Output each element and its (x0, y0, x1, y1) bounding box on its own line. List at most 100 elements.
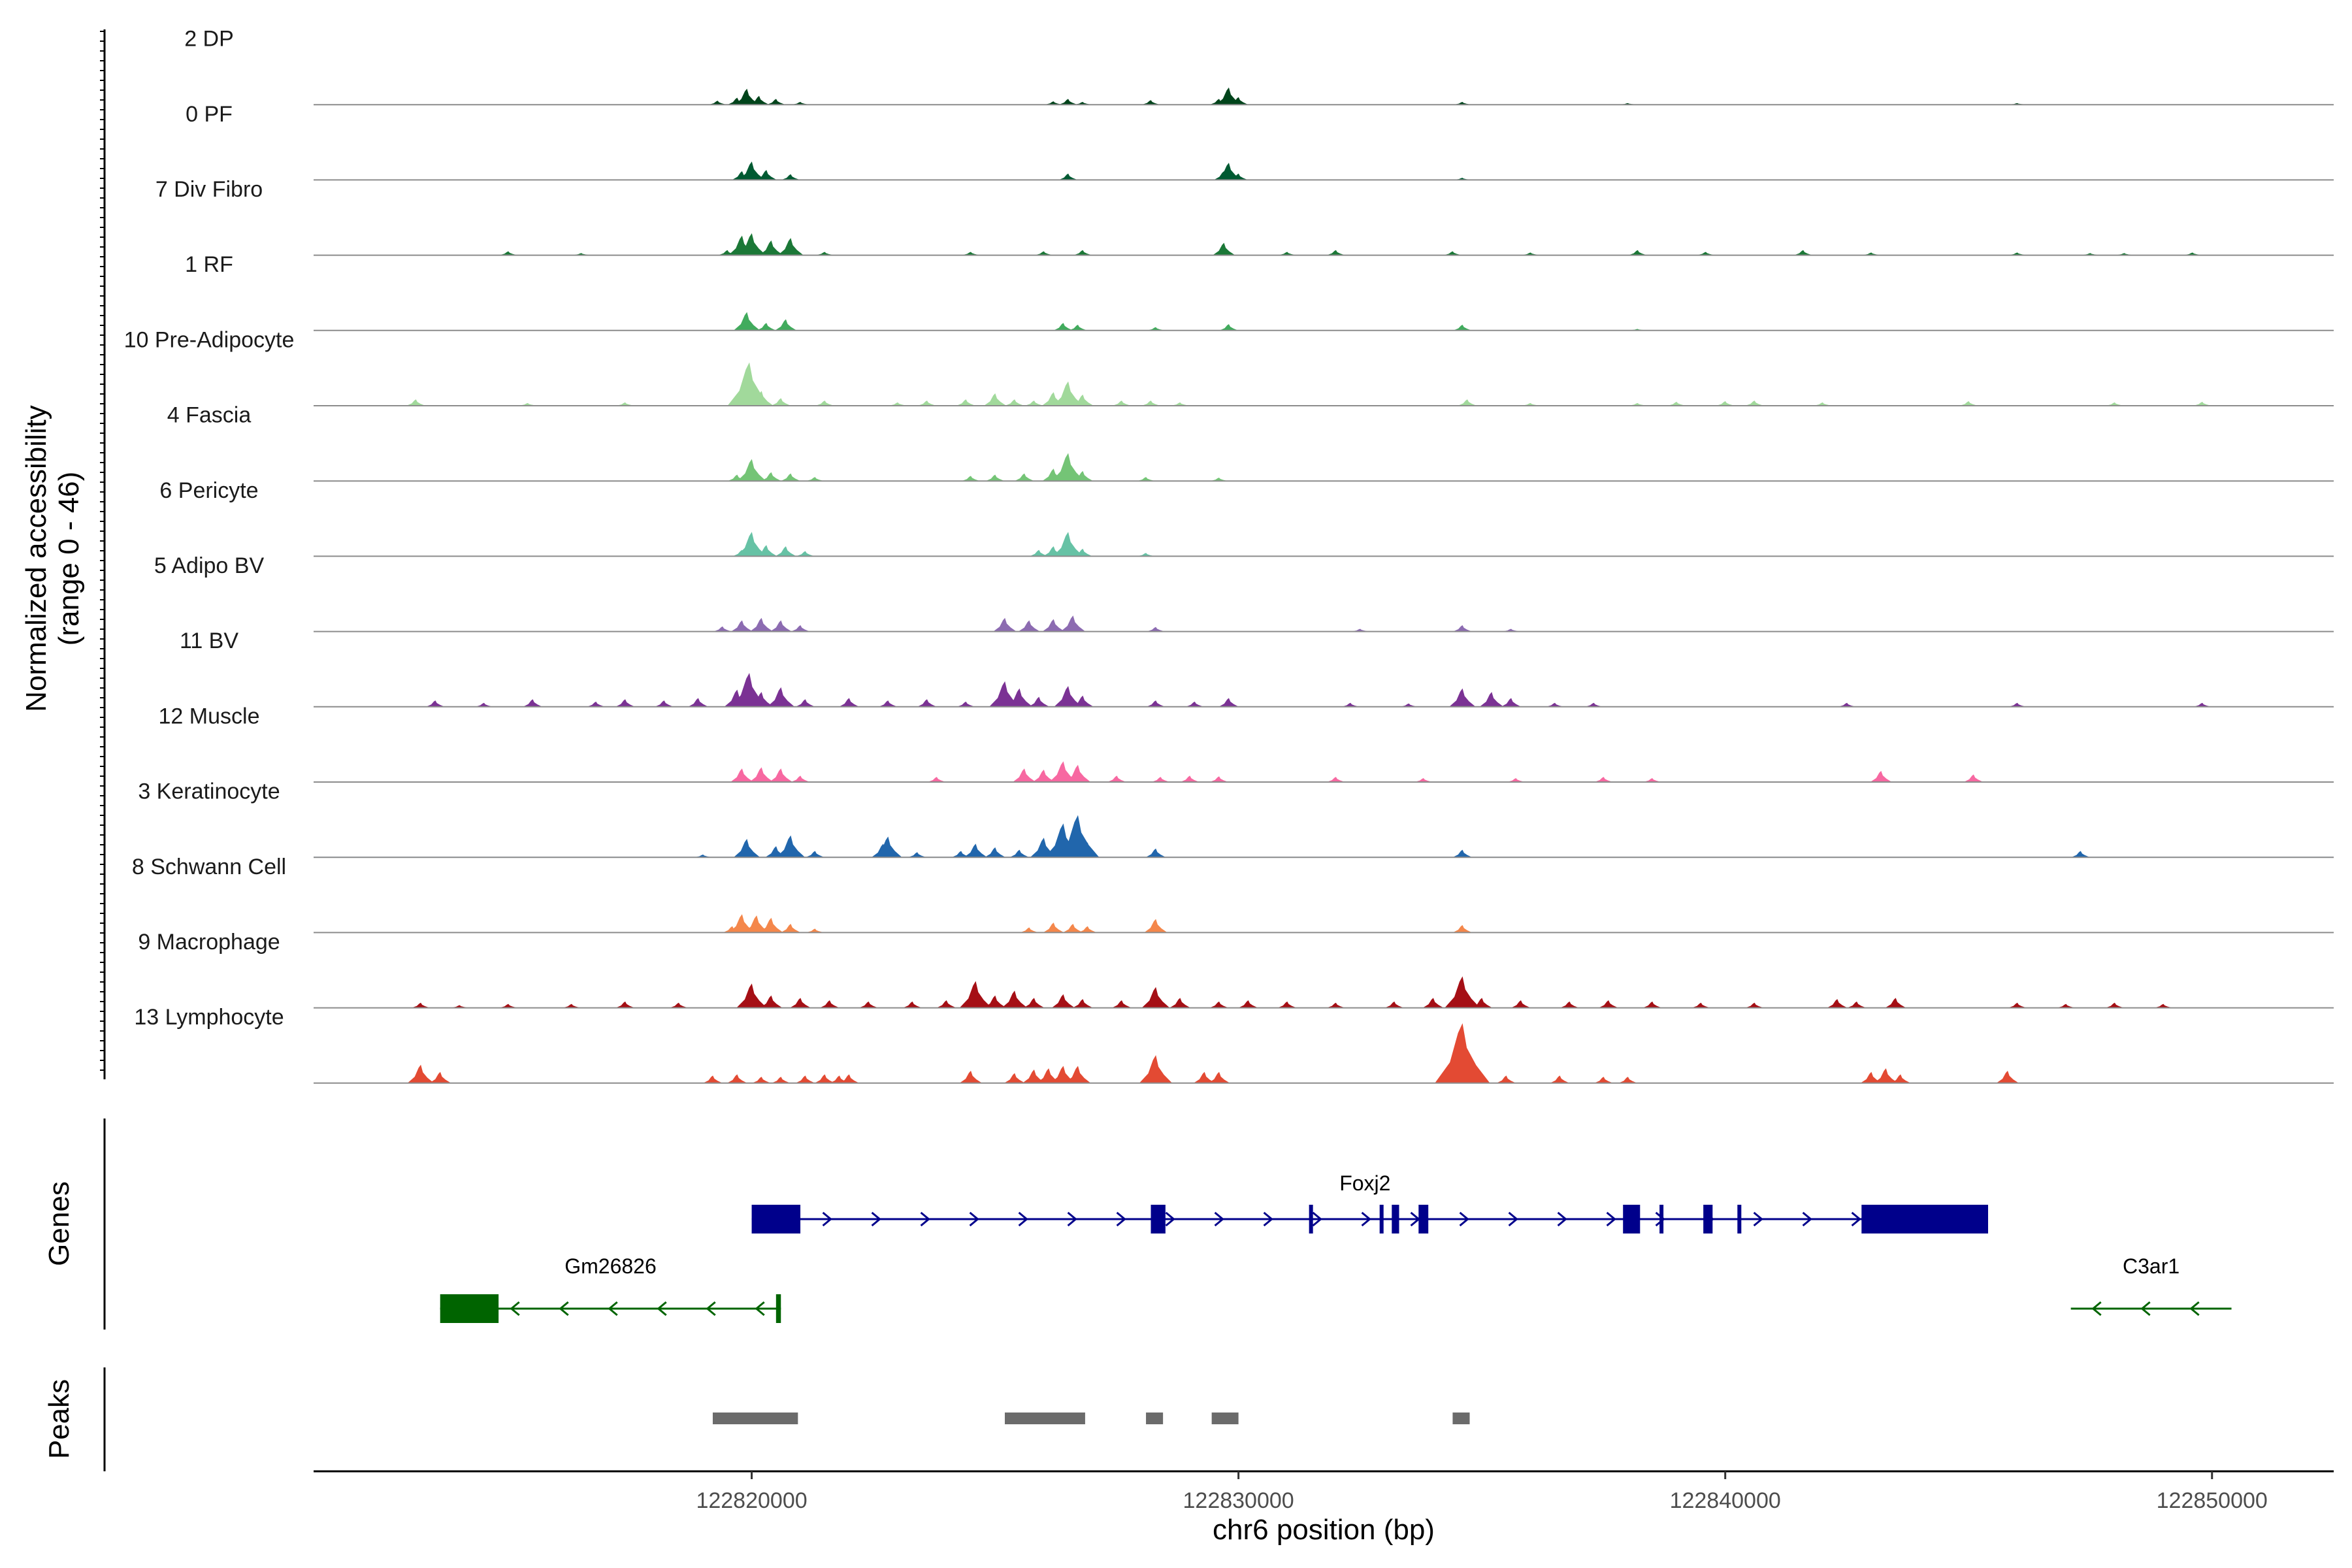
gene-label: Gm26826 (564, 1254, 657, 1278)
track-label: 12 Muscle (159, 704, 260, 728)
strand-arrow-icon (969, 1211, 979, 1227)
coverage-peak (1434, 1023, 1490, 1084)
track-4-fascia: 4 Fascia (167, 403, 2334, 482)
track-0-pf: 0 PF (186, 102, 2334, 181)
track-label: 2 DP (184, 27, 234, 52)
track-1-rf: 1 RF (185, 252, 2334, 331)
track-3-keratinocyte: 3 Keratinocyte (138, 779, 2334, 858)
coverage-peak (1448, 688, 1477, 708)
track-6-pericyte: 6 Pericyte (159, 478, 2334, 557)
gene-models: Foxj2 Gm26826 C3ar1 (440, 1171, 2232, 1323)
y-axis: Normalized accessibility (range 0 - 46) (20, 29, 106, 1079)
strand-arrow-icon (706, 1301, 716, 1316)
peak-regions (712, 1413, 1470, 1424)
strand-arrow-icon (920, 1211, 930, 1227)
track-label: 6 Pericyte (159, 478, 258, 503)
strand-arrow-icon (1165, 1211, 1175, 1227)
track-11-bv: 11 BV (180, 629, 2334, 708)
track-label: 11 BV (180, 629, 238, 653)
track-label: 9 Macrophage (138, 930, 280, 955)
gene-exon (1379, 1205, 1384, 1233)
strand-arrow-icon (1459, 1211, 1469, 1227)
track-8-schwann-cell: 8 Schwann Cell (132, 855, 2334, 934)
track-7-div-fibro: 7 Div Fibro (155, 177, 2334, 256)
gene-exon (1623, 1205, 1641, 1233)
gene-c3ar1: C3ar1 (2070, 1254, 2232, 1316)
coverage-peak (1075, 842, 1100, 858)
gene-foxj2: Foxj2 (751, 1171, 1989, 1233)
gene-exon (1309, 1205, 1313, 1233)
coverage-peak (733, 839, 760, 858)
peak-region (712, 1413, 798, 1424)
coverage-peak (874, 836, 903, 858)
track-13-lymphocyte: 13 Lymphocyte (134, 1005, 2334, 1084)
y-axis-range-label: (range 0 - 46) (53, 472, 85, 646)
track-label: 13 Lymphocyte (134, 1005, 284, 1030)
coverage-peak (1141, 987, 1170, 1009)
strand-arrow-icon (1312, 1211, 1322, 1227)
gene-exon (1392, 1205, 1399, 1233)
track-label: 1 RF (185, 252, 233, 277)
gene-exon (1861, 1205, 1989, 1233)
coverage-peak (1060, 615, 1086, 632)
gene-exon (440, 1294, 499, 1323)
strand-arrow-icon (2140, 1301, 2151, 1316)
strand-arrow-icon (822, 1211, 832, 1227)
strand-arrow-icon (755, 1301, 765, 1316)
track-12-muscle: 12 Muscle (159, 704, 2334, 783)
strand-arrow-icon (1557, 1211, 1567, 1227)
accessibility-tracks: 2 DP 0 PF 7 Div Fibro 1 RF 10 Pre-Adipocyte 4… (124, 27, 2334, 1084)
gene-exon (1659, 1205, 1664, 1233)
strand-arrow-icon (2189, 1301, 2200, 1316)
peak-region (1004, 1413, 1085, 1424)
strand-arrow-icon (1263, 1211, 1273, 1227)
strand-arrow-icon (1116, 1211, 1126, 1227)
x-tick-label: 122840000 (1670, 1488, 1781, 1513)
strand-arrow-icon (1018, 1211, 1028, 1227)
x-axis: 122820000 122830000 122840000 122850000 chr… (314, 1470, 2334, 1546)
track-label: 10 Pre-Adipocyte (124, 327, 295, 352)
track-label: 5 Adipo BV (154, 553, 265, 578)
strand-arrow-icon (1606, 1211, 1616, 1227)
strand-arrow-icon (1508, 1211, 1518, 1227)
strand-arrow-icon (1753, 1211, 1763, 1227)
track-label: 4 Fascia (167, 403, 252, 428)
track-label: 3 Keratinocyte (138, 779, 280, 804)
x-axis-title: chr6 position (bp) (1213, 1514, 1435, 1546)
coverage-peak (1064, 1066, 1091, 1084)
track-label: 7 Div Fibro (155, 177, 263, 202)
gene-exon (1418, 1205, 1429, 1233)
strand-arrow-icon (1214, 1211, 1224, 1227)
coverage-peak (777, 238, 804, 256)
gene-exon (751, 1205, 801, 1233)
strand-arrow-icon (510, 1301, 520, 1316)
gene-exon (776, 1294, 781, 1323)
gene-gm26826: Gm26826 (440, 1254, 781, 1323)
gene-exon (1151, 1205, 1166, 1233)
gene-exon (1703, 1205, 1713, 1233)
coverage-peak (759, 917, 784, 933)
strand-arrow-icon (1361, 1211, 1371, 1227)
x-tick-label: 122850000 (2157, 1488, 2268, 1513)
peak-region (1146, 1413, 1164, 1424)
x-tick-label: 122830000 (1183, 1488, 1294, 1513)
y-axis-ticks (100, 31, 105, 1071)
strand-arrow-icon (871, 1211, 881, 1227)
peaks-panel: Peaks (43, 1367, 1470, 1471)
strand-arrow-icon (559, 1301, 569, 1316)
coverage-peak (766, 687, 795, 708)
x-axis-ticks: 122820000 122830000 122840000 122850000 (696, 1471, 2268, 1513)
track-2-dp: 2 DP (184, 27, 2334, 106)
track-label: 8 Schwann Cell (132, 855, 286, 879)
strand-arrow-icon (2091, 1301, 2102, 1316)
track-10-pre-adipocyte: 10 Pre-Adipocyte (124, 327, 2334, 406)
coverage-peak (749, 391, 774, 406)
coverage-peak (1139, 1055, 1173, 1084)
strand-arrow-icon (608, 1301, 618, 1316)
genes-panel-title: Genes (43, 1181, 75, 1266)
gene-label: C3ar1 (2123, 1254, 2180, 1278)
gene-label: Foxj2 (1339, 1171, 1390, 1195)
y-axis-title: Normalized accessibility (20, 405, 52, 711)
genes-panel: Genes Foxj2 Gm26826 C3ar1 (43, 1119, 2232, 1330)
